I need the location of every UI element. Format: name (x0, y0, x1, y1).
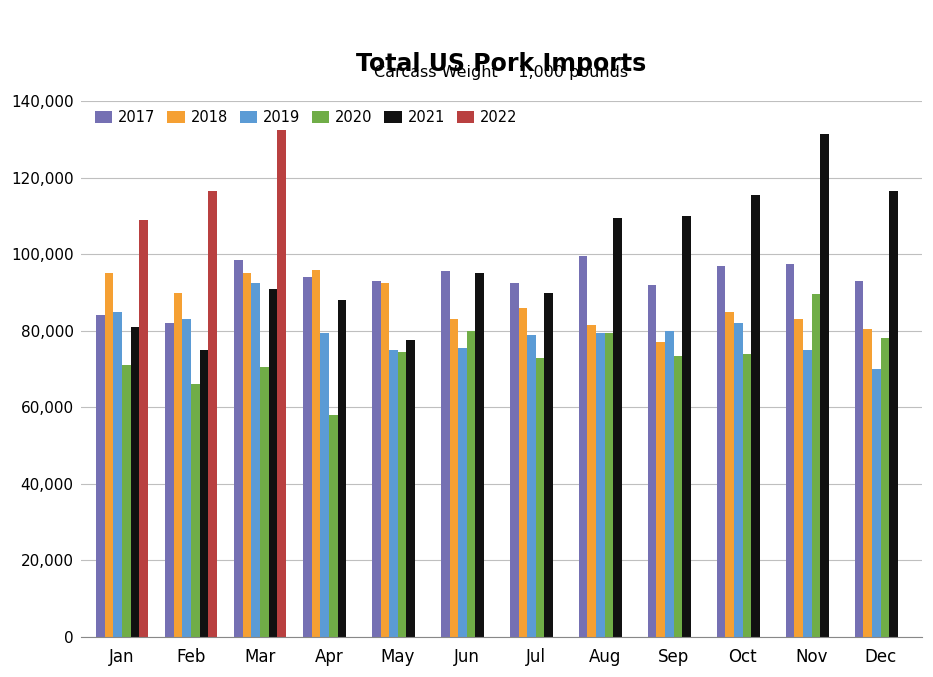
Bar (182, 320, 191, 637)
Bar (863, 329, 872, 637)
Bar (277, 130, 285, 637)
Bar (122, 365, 131, 637)
Bar (820, 134, 829, 637)
Bar (717, 266, 725, 637)
Bar (812, 294, 820, 637)
Bar (139, 220, 148, 637)
Bar (458, 348, 466, 637)
Bar (131, 327, 139, 637)
Bar (544, 292, 553, 637)
Bar (407, 341, 415, 637)
Bar (527, 334, 536, 637)
Bar (674, 355, 682, 637)
Bar (208, 191, 216, 637)
Bar (303, 278, 312, 637)
Bar (613, 218, 622, 637)
Bar (320, 332, 329, 637)
Bar (596, 332, 605, 637)
Bar (751, 195, 759, 637)
Text: Carcass Weight    1,000 pounds: Carcass Weight 1,000 pounds (374, 65, 628, 80)
Bar (588, 325, 596, 637)
Bar (794, 320, 803, 637)
Bar (191, 385, 200, 637)
Bar (510, 283, 519, 637)
Bar (96, 315, 104, 637)
Legend: 2017, 2018, 2019, 2020, 2021, 2022: 2017, 2018, 2019, 2020, 2021, 2022 (92, 107, 521, 128)
Bar (855, 281, 863, 637)
Bar (725, 311, 734, 637)
Bar (269, 288, 277, 637)
Bar (786, 264, 794, 637)
Bar (657, 343, 665, 637)
Bar (872, 369, 881, 637)
Bar (803, 350, 812, 637)
Bar (389, 350, 397, 637)
Bar (165, 323, 174, 637)
Bar (734, 323, 743, 637)
Bar (441, 271, 450, 637)
Bar (536, 357, 544, 637)
Bar (466, 331, 476, 637)
Bar (329, 415, 338, 637)
Bar (476, 274, 484, 637)
Bar (682, 216, 691, 637)
Bar (234, 260, 243, 637)
Bar (372, 281, 381, 637)
Bar (174, 292, 182, 637)
Bar (665, 331, 674, 637)
Bar (519, 308, 527, 637)
Bar (338, 300, 346, 637)
Bar (260, 367, 269, 637)
Bar (743, 353, 751, 637)
Bar (104, 274, 114, 637)
Bar (243, 274, 251, 637)
Bar (312, 269, 320, 637)
Bar (578, 256, 588, 637)
Title: Total US Pork Imports: Total US Pork Imports (356, 51, 647, 76)
Bar (381, 283, 389, 637)
Bar (881, 338, 889, 637)
Bar (648, 285, 657, 637)
Bar (397, 352, 407, 637)
Bar (114, 311, 122, 637)
Bar (889, 191, 898, 637)
Bar (605, 332, 613, 637)
Bar (450, 320, 458, 637)
Bar (200, 350, 208, 637)
Bar (251, 283, 260, 637)
